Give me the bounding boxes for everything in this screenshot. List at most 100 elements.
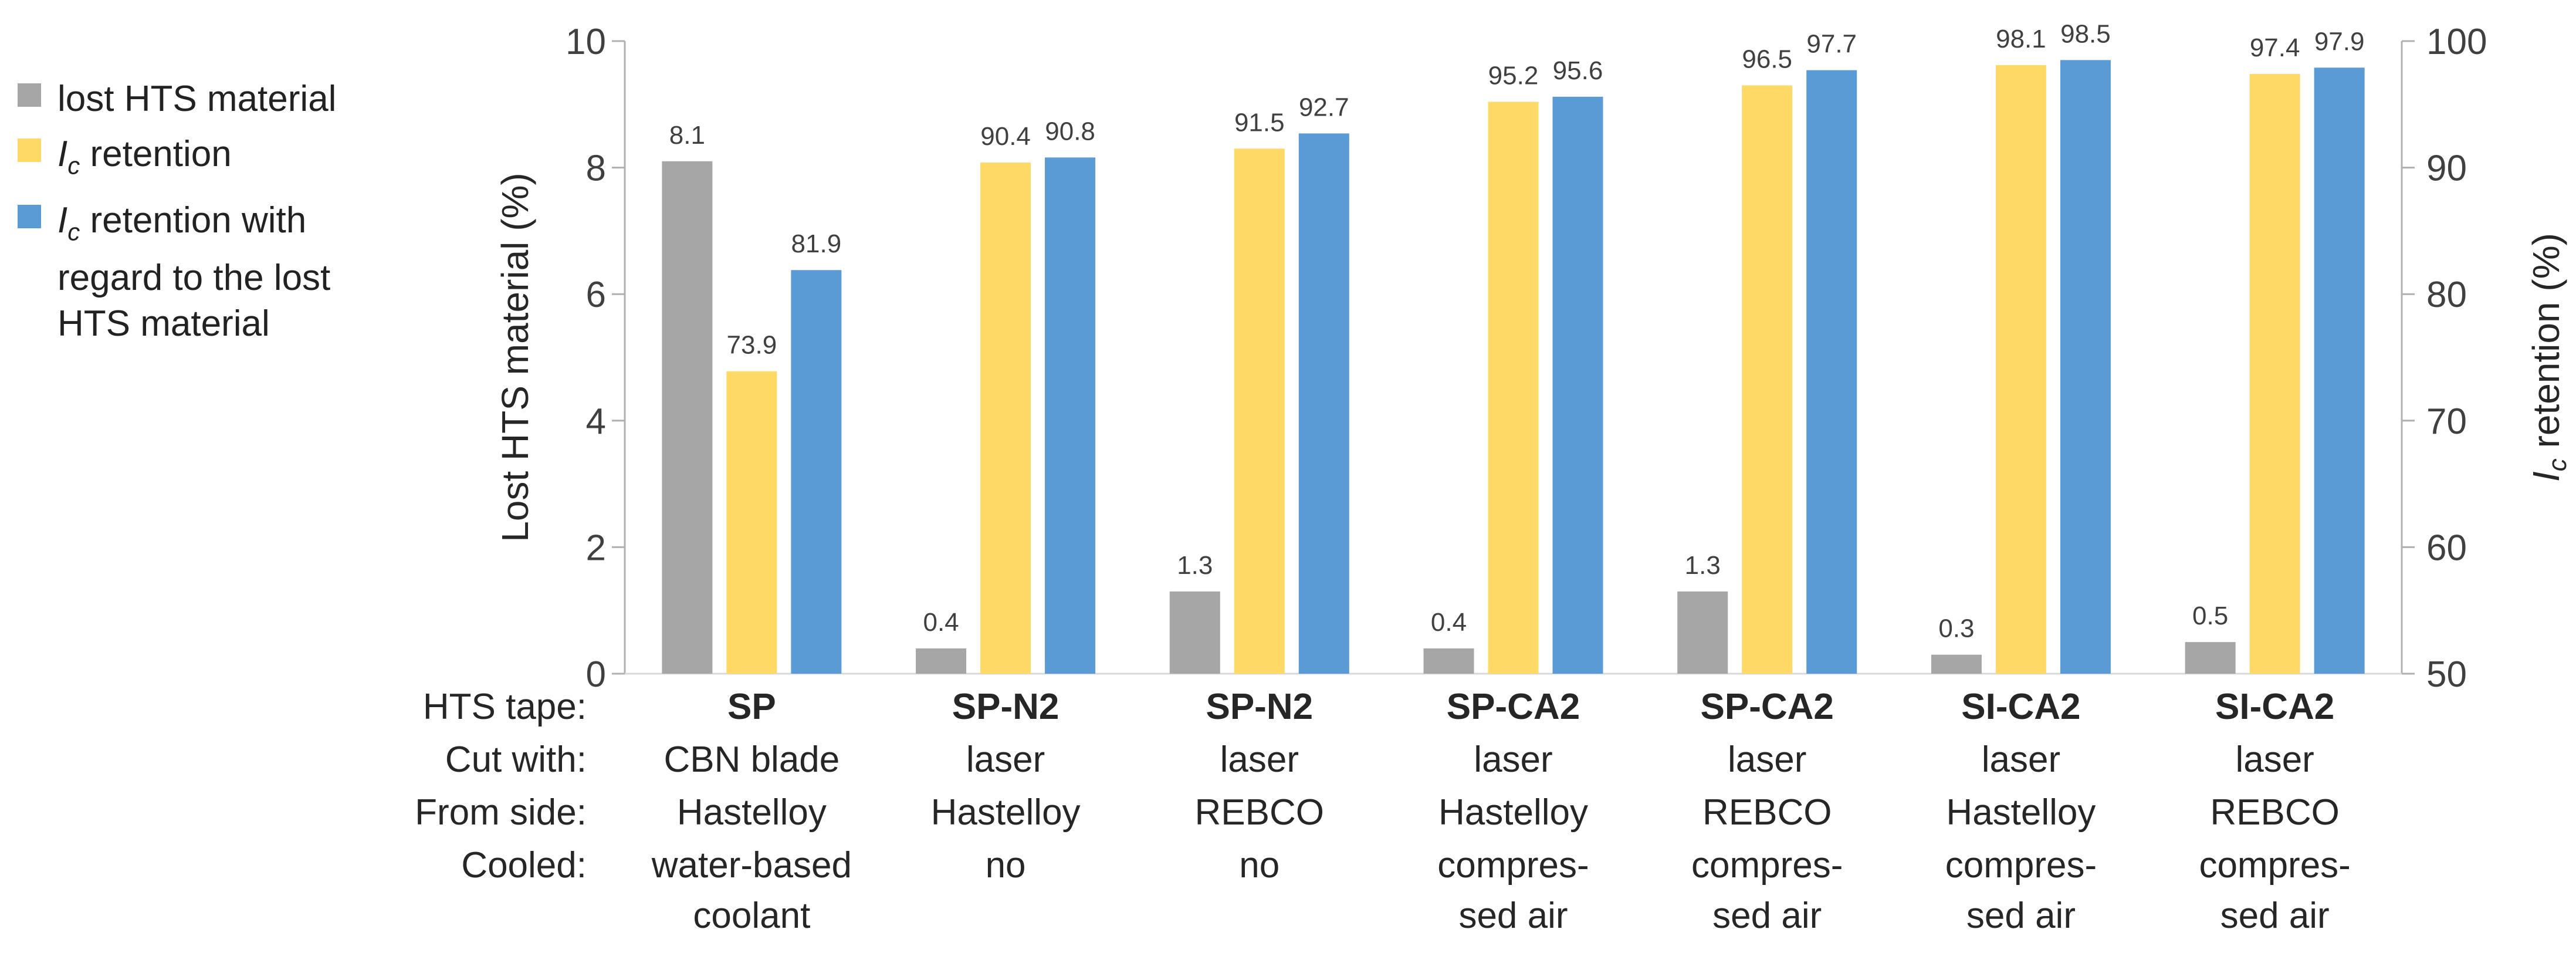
right-axis-title: Ic retention (%) (2525, 233, 2572, 482)
category-side: Hastelloy (677, 792, 827, 833)
bar-series0-0 (662, 161, 713, 674)
category-cut: laser (1728, 739, 1806, 780)
category-cut: laser (1474, 739, 1552, 780)
category-side: REBCO (1195, 792, 1324, 833)
bar-series2-2 (1298, 133, 1349, 674)
bar-value-label: 81.9 (791, 229, 842, 258)
legend-item-lost: lost HTS material (18, 76, 440, 122)
bar-value-label: 98.1 (1996, 25, 2046, 53)
bar-series1-4 (1742, 85, 1793, 674)
row-header: Cut with: (445, 739, 587, 780)
row-header: HTS tape: (423, 687, 587, 727)
bar-series1-0 (726, 371, 777, 674)
bar-series2-6 (2314, 67, 2365, 674)
right-tick-label: 90 (2426, 148, 2467, 189)
category-cooled: coolant (693, 896, 810, 936)
legend-item-ic-retention-lost: Ic retention with regard to the lost HTS… (18, 198, 440, 346)
legend-swatch-blue (18, 205, 41, 229)
left-tick-label: 0 (586, 654, 606, 695)
legend-swatch-gray (18, 83, 41, 107)
left-tick-label: 10 (566, 22, 606, 62)
bar-series0-3 (1423, 648, 1474, 674)
bar-value-label: 0.3 (1938, 614, 1974, 643)
category-cooled: compres- (2199, 845, 2350, 886)
bar-value-label: 90.4 (980, 122, 1031, 151)
right-tick-label: 70 (2426, 401, 2467, 442)
bar-series2-1 (1045, 157, 1096, 674)
bar-series0-2 (1169, 591, 1220, 674)
category-cooled: compres- (1691, 845, 1843, 886)
bar-series1-2 (1234, 148, 1285, 674)
bar-series1-3 (1488, 102, 1539, 674)
category-tape: SP-N2 (1206, 687, 1313, 727)
bar-value-label: 97.9 (2314, 27, 2365, 56)
bar-value-label: 97.4 (2250, 33, 2300, 62)
legend: lost HTS material Ic retention Ic retent… (18, 76, 440, 356)
category-cooled: water-based (651, 845, 852, 886)
bar-value-label: 92.7 (1299, 93, 1349, 121)
legend-label-lost: lost HTS material (57, 79, 337, 119)
category-side: REBCO (2210, 792, 2339, 833)
bar-value-label: 1.3 (1177, 551, 1213, 580)
category-cut: CBN blade (664, 739, 840, 780)
category-tape: SP-CA2 (1701, 687, 1834, 727)
bar-value-label: 95.2 (1488, 61, 1539, 90)
bar-value-label: 0.4 (923, 608, 959, 637)
right-tick-label: 80 (2426, 275, 2467, 315)
bar-value-label: 90.8 (1045, 117, 1095, 146)
category-cooled: sed air (1458, 896, 1568, 936)
category-cut: laser (2235, 739, 2314, 780)
left-tick-label: 6 (586, 275, 606, 315)
row-header: From side: (415, 792, 587, 833)
bar-series0-1 (916, 648, 967, 674)
bar-value-label: 91.5 (1234, 108, 1285, 137)
left-tick-label: 2 (586, 528, 606, 568)
bar-value-label: 96.5 (1742, 45, 1792, 73)
bar-series2-3 (1552, 96, 1603, 674)
legend-label-ic-retention-lost: Ic retention with regard to the lost HTS… (57, 200, 331, 344)
category-tape: SP-CA2 (1447, 687, 1580, 727)
left-tick-label: 4 (586, 401, 606, 442)
bar-value-label: 73.9 (727, 331, 777, 360)
bar-series2-0 (791, 270, 842, 674)
category-tape: SI-CA2 (1961, 687, 2080, 727)
category-cooled: sed air (2220, 896, 2330, 936)
bar-series2-5 (2060, 60, 2111, 674)
bar-value-label: 95.6 (1553, 56, 1603, 85)
bar-series0-4 (1677, 591, 1728, 674)
left-tick-label: 8 (586, 148, 606, 189)
category-cooled: compres- (1945, 845, 2097, 886)
category-cut: laser (1220, 739, 1299, 780)
category-side: Hastelloy (931, 792, 1081, 833)
left-axis-title: Lost HTS material (%) (494, 173, 536, 542)
bar-series0-6 (2185, 642, 2236, 674)
category-side: REBCO (1702, 792, 1832, 833)
right-tick-label: 100 (2426, 22, 2487, 62)
bar-value-label: 97.7 (1806, 30, 1857, 59)
bar-value-label: 1.3 (1685, 551, 1721, 580)
legend-item-ic-retention: Ic retention (18, 131, 440, 188)
category-side: Hastelloy (1946, 792, 2096, 833)
category-cooled: no (1239, 845, 1279, 886)
category-tape: SP (727, 687, 776, 727)
right-tick-label: 60 (2426, 528, 2467, 568)
right-tick-label: 50 (2426, 654, 2467, 695)
bar-series1-5 (1995, 65, 2046, 674)
category-tape: SP-N2 (952, 687, 1059, 727)
bar-series2-4 (1806, 70, 1857, 674)
category-cut: laser (966, 739, 1045, 780)
category-cooled: sed air (1712, 896, 1822, 936)
bar-series1-6 (2249, 74, 2300, 674)
bar-value-label: 98.5 (2060, 19, 2111, 48)
row-header: Cooled: (461, 845, 587, 886)
bar-value-label: 0.5 (2192, 602, 2228, 630)
category-tape: SI-CA2 (2215, 687, 2334, 727)
bar-value-label: 0.4 (1431, 608, 1467, 637)
category-side: Hastelloy (1438, 792, 1588, 833)
bar-value-label: 8.1 (669, 121, 705, 150)
bar-series0-5 (1931, 654, 1982, 674)
category-cooled: compres- (1437, 845, 1589, 886)
legend-swatch-yellow (18, 138, 41, 162)
category-cut: laser (1982, 739, 2060, 780)
